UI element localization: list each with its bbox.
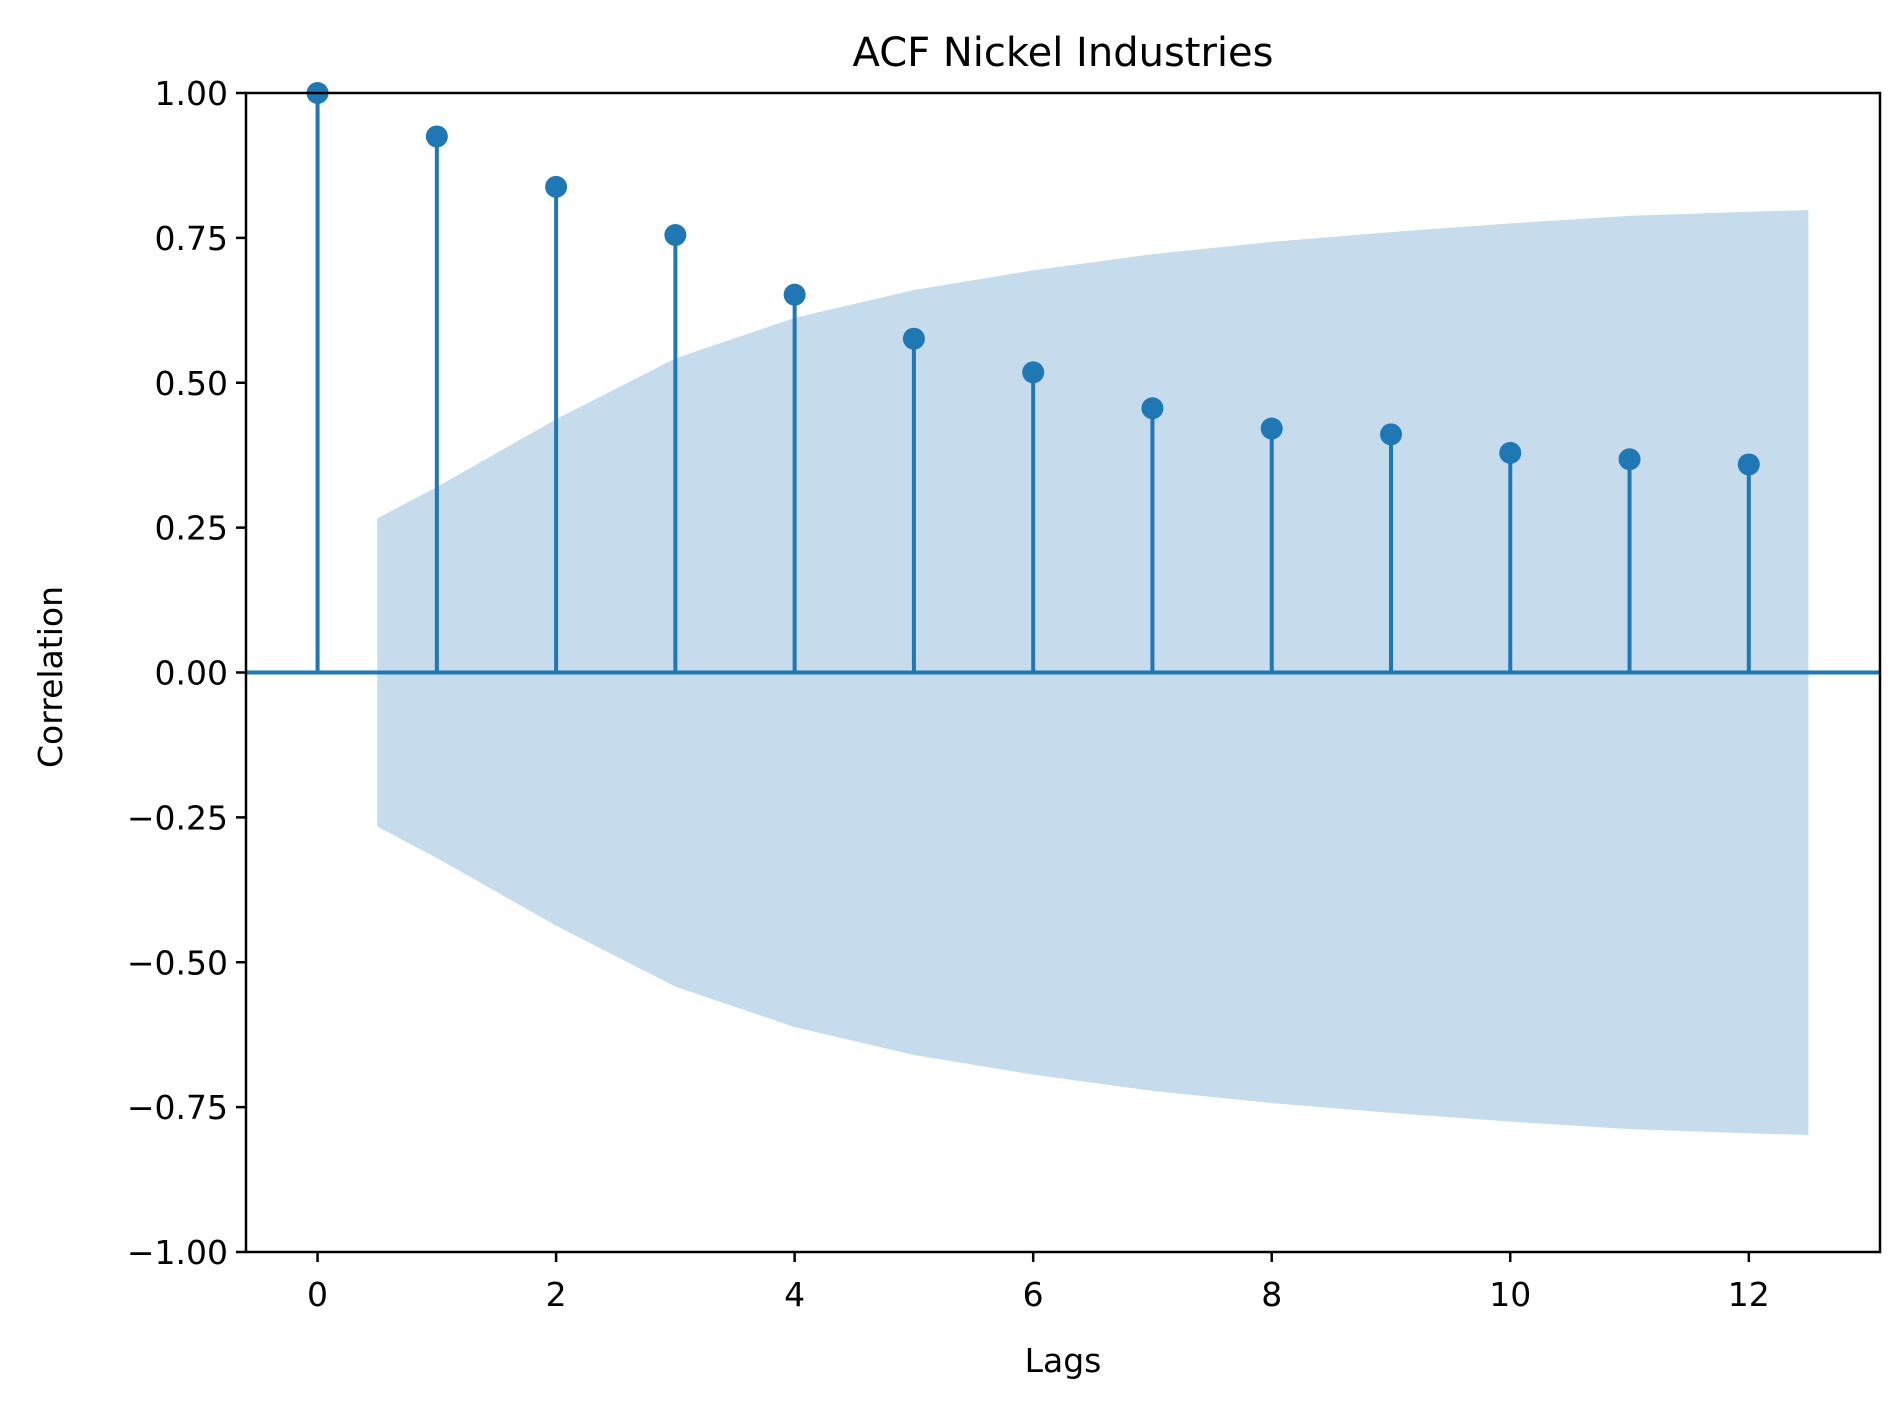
x-axis-title: Lags <box>1025 1341 1102 1380</box>
stem-marker-lag-7 <box>1141 397 1164 420</box>
x-tick-label: 6 <box>1023 1275 1044 1314</box>
stem-marker-lag-4 <box>783 283 806 306</box>
y-tick-label: 1.00 <box>155 74 228 113</box>
y-axis-title: Correlation <box>31 586 70 768</box>
stem-marker-lag-3 <box>664 223 687 246</box>
x-tick-label: 4 <box>784 1275 805 1314</box>
x-tick-label: 12 <box>1728 1275 1770 1314</box>
y-tick-label: 0.50 <box>155 364 228 403</box>
y-tick-label: −0.75 <box>127 1088 228 1127</box>
stem-marker-lag-6 <box>1022 361 1045 384</box>
x-tick-label: 10 <box>1489 1275 1531 1314</box>
stem-marker-lag-8 <box>1260 417 1283 440</box>
y-tick-label: 0.00 <box>155 654 228 693</box>
stem-marker-lag-12 <box>1737 453 1760 476</box>
y-tick-label: −1.00 <box>127 1233 228 1272</box>
chart-title: ACF Nickel Industries <box>853 30 1274 76</box>
stem-marker-lag-10 <box>1499 441 1522 464</box>
stem-layer <box>246 82 1880 675</box>
x-tick-label: 0 <box>307 1275 328 1314</box>
x-tick-label: 2 <box>546 1275 567 1314</box>
stem-marker-lag-9 <box>1379 423 1402 446</box>
y-tick-label: −0.50 <box>127 943 228 982</box>
y-tick-label: 0.25 <box>155 509 228 548</box>
y-tick-label: −0.25 <box>127 798 228 837</box>
stem-marker-lag-5 <box>902 327 925 350</box>
stem-marker-lag-1 <box>425 125 448 148</box>
stem-marker-lag-11 <box>1618 448 1641 471</box>
axis-layer: 1.00 0.75 0.50 0.25 0.00 −0.25 −0.50 −0.75 −1.00… <box>127 74 1882 1314</box>
stem-marker-lag-2 <box>545 175 568 198</box>
x-tick-label: 8 <box>1261 1275 1282 1314</box>
y-tick-label: 0.75 <box>155 219 228 258</box>
